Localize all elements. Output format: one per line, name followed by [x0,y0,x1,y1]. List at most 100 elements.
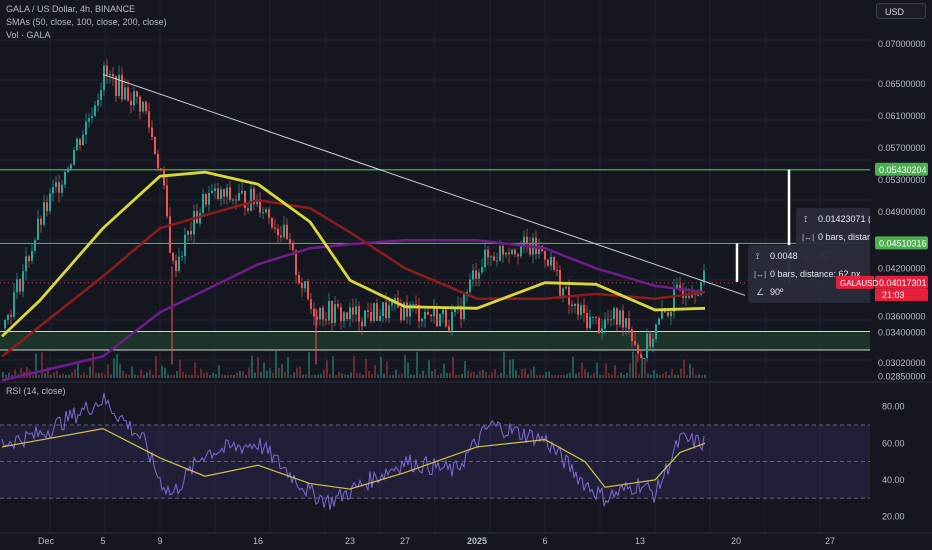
volume-bar [386,361,388,378]
volume-bar [203,373,205,378]
volume-bar [527,374,529,378]
candle [349,307,351,320]
candle [136,91,138,97]
candle [352,307,354,315]
volume-bar [632,351,634,378]
rsi-legend[interactable]: RSI (14, close) [6,386,66,396]
candle [646,333,648,359]
candle [220,189,222,200]
candle [187,230,189,235]
candle [574,303,576,307]
candle [301,282,303,289]
candle [262,212,264,214]
candle [490,256,492,258]
volume-bar [62,373,64,378]
volume-bar [41,352,43,378]
price-marker-label: 0.04017301 [879,278,927,288]
volume-bar [83,372,85,378]
candle [121,75,123,100]
volume-bar [593,373,595,378]
candle [199,213,201,224]
distance-icon: |↔| [754,270,766,279]
volume-bar [635,354,637,378]
candle [19,279,21,292]
volume-bar [233,374,235,378]
volume-legend[interactable]: Vol · GALA [6,30,51,40]
volume-bar [644,358,646,378]
volume-bar [446,372,448,378]
time-axis-label: 2025 [467,536,487,546]
volume-bar [254,372,256,378]
volume-bar [197,374,199,378]
candle [142,101,144,112]
volume-bar [410,374,412,378]
candle [331,301,333,323]
volume-bar [269,368,271,378]
time-axis-label: 27 [825,536,835,546]
candle [49,193,51,212]
volume-bar [221,374,223,378]
volume-bar [5,374,7,378]
volume-bar [275,351,277,378]
candle [229,187,231,200]
volume-bar [554,374,556,378]
candle [544,251,546,260]
candle [391,302,393,306]
volume-bar [167,374,169,378]
volume-bar [44,373,46,378]
volume-bar [215,373,217,378]
price-marker-0 [875,162,928,176]
volume-bar [74,369,76,378]
candle [151,127,153,138]
candle [190,230,192,235]
volume-bar [695,374,697,378]
candle [13,292,15,317]
candle [628,318,630,329]
candle [34,239,36,251]
candle [145,101,147,112]
volume-bar [569,372,571,378]
volume-bar [68,374,70,378]
candle [388,305,390,319]
volume-bar [8,372,10,378]
candle [427,311,429,315]
volume-bar [158,374,160,378]
candle [553,257,555,270]
volume-bar [398,374,400,378]
volume-bar [206,372,208,378]
candle [175,260,177,271]
measure-bars: 0 bars, distance: 62 px [770,269,861,279]
price-tick-label: 0.05700000 [878,143,926,153]
candle [172,252,174,261]
candle [442,309,444,315]
volume-bar [629,363,631,378]
candle [307,281,309,300]
volume-bar [341,373,343,378]
volume-bar [563,374,565,378]
volume-bar [305,374,307,378]
candle [697,294,699,296]
candle [565,286,567,289]
candle [463,293,465,320]
candle [157,153,159,169]
volume-bar [521,368,523,378]
candle [247,208,249,211]
candle [118,75,120,96]
time-axis-label: 23 [345,536,355,546]
volume-bar [506,374,508,378]
candle [361,321,363,327]
sma-legend[interactable]: SMAs (50, close, 100, close, 200, close) [6,17,167,27]
volume-bar [347,374,349,378]
candle [70,164,72,169]
volume-bar [440,373,442,378]
candle [484,249,486,268]
candle [394,298,396,303]
volume-bar [362,374,364,378]
candle [232,199,234,201]
currency-button[interactable]: USD [876,3,926,19]
volume-bar [194,362,196,378]
candle [43,202,45,225]
volume-bar [65,374,67,378]
candle [55,182,57,188]
